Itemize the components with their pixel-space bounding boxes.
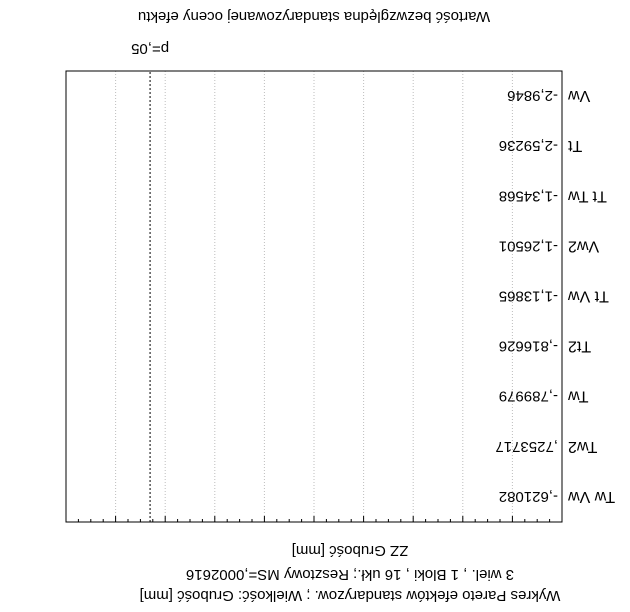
category-labels: Vw Tt Tt Tw Vw2 Tt Vw Tt2 Tw Tw2 Tw Vw xyxy=(567,87,615,505)
category-label: Tw2 xyxy=(568,438,597,455)
value-label: -2,9846 xyxy=(507,87,558,104)
value-label: -,789979 xyxy=(499,388,558,405)
category-label: Tw Vw xyxy=(568,488,616,505)
value-label: -2,59236 xyxy=(499,137,558,154)
category-label: Tt2 xyxy=(568,338,591,355)
grid-lines xyxy=(115,71,513,522)
category-label: Tw xyxy=(568,388,589,405)
value-label: -1,26501 xyxy=(499,237,558,254)
reference-line-label: p=,05 xyxy=(131,40,169,57)
category-label: Tt Vw xyxy=(568,288,609,305)
axis-ticks xyxy=(77,516,551,522)
chart-subtitle: 3 wiel. , 1 Bloki , 16 ukł.; Resztowy MS… xyxy=(186,566,514,583)
value-label: ,7253717 xyxy=(495,438,558,455)
value-label: -,816626 xyxy=(499,338,558,355)
category-label: Tt xyxy=(567,137,582,154)
y-axis-label: ZZ Grubość [mm] xyxy=(292,542,409,559)
value-labels: -2,9846 -2,59236 -1,34568 -1,26501 -1,13865 -… xyxy=(495,87,558,505)
value-label: -1,34568 xyxy=(499,187,558,204)
category-label: Vw2 xyxy=(568,237,599,254)
category-label: Vw xyxy=(568,87,591,104)
chart-title: Wykres Pareto efektów standaryzow. ; Wie… xyxy=(140,587,561,604)
x-axis-label: Wartość bezwzględna standaryzowanej ocen… xyxy=(138,8,490,25)
value-label: -,621082 xyxy=(499,488,558,505)
value-label: -1,13865 xyxy=(499,288,558,305)
category-label: Tt Tw xyxy=(568,187,607,204)
